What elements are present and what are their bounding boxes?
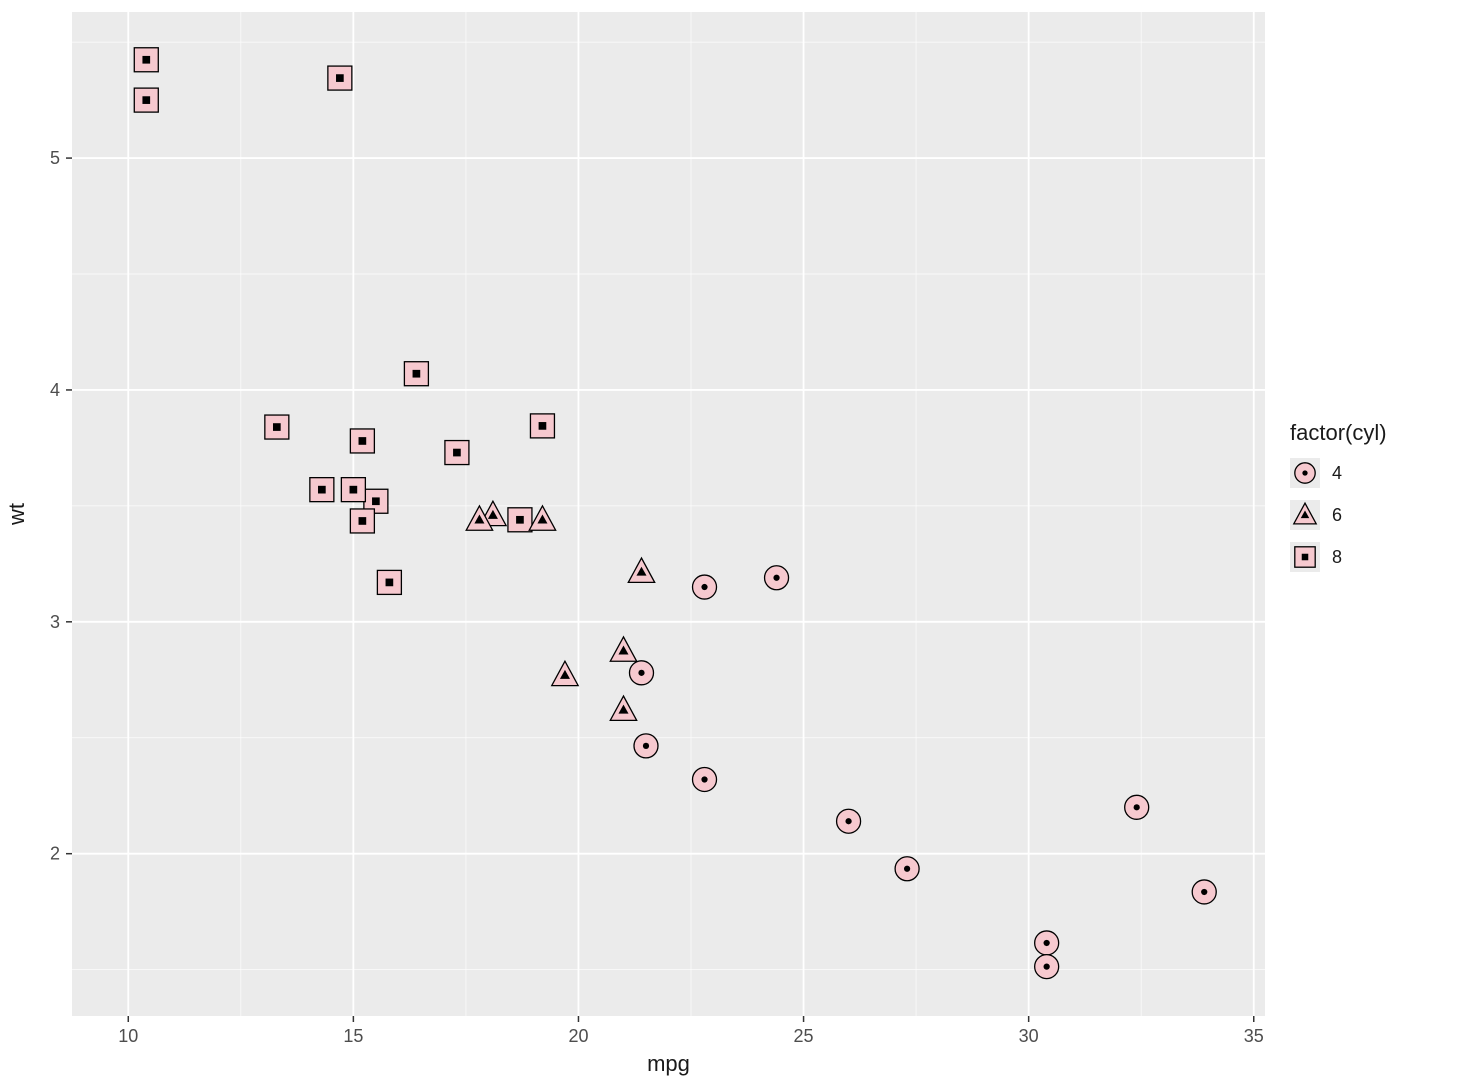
marker-circle-dot	[1201, 889, 1207, 895]
marker-square-inner	[142, 96, 150, 104]
data-point	[328, 66, 352, 90]
data-point	[1125, 795, 1149, 819]
data-point	[837, 809, 861, 833]
legend-label: 4	[1332, 463, 1342, 483]
marker-circle-dot	[845, 818, 851, 824]
data-point	[895, 857, 919, 881]
marker-square-inner	[386, 579, 394, 587]
data-point	[530, 414, 554, 438]
data-point	[445, 441, 469, 465]
legend-label: 6	[1332, 505, 1342, 525]
x-tick-label: 20	[568, 1026, 588, 1046]
marker-square-inner	[372, 497, 380, 505]
chart-container: 10 15 20 25 30 35 2 3 4 5 mpg wt factor(cyl) 4 6 8	[0, 0, 1478, 1082]
y-tick-label: 3	[50, 612, 60, 632]
marker-circle-dot	[638, 670, 644, 676]
x-tick-label: 15	[343, 1026, 363, 1046]
legend-title: factor(cyl)	[1290, 420, 1387, 445]
marker-circle-dot	[1134, 804, 1140, 810]
data-point	[134, 88, 158, 112]
marker-circle-dot	[1302, 470, 1307, 475]
data-point	[350, 509, 374, 533]
data-point	[508, 508, 532, 532]
y-tick-label: 2	[50, 844, 60, 864]
data-point	[404, 362, 428, 386]
marker-square-inner	[539, 422, 547, 430]
data-point	[1035, 931, 1059, 955]
legend-item: 4	[1290, 458, 1342, 488]
x-tick-label: 35	[1244, 1026, 1264, 1046]
data-point	[265, 415, 289, 439]
marker-square-inner	[1302, 554, 1309, 561]
y-axis-title: wt	[4, 503, 29, 526]
data-point	[341, 478, 365, 502]
x-tick-label: 30	[1019, 1026, 1039, 1046]
marker-square-inner	[336, 74, 344, 82]
data-point	[350, 429, 374, 453]
legend-item: 6	[1290, 500, 1342, 530]
legend: factor(cyl) 4 6 8	[1290, 420, 1387, 572]
data-point	[765, 566, 789, 590]
marker-circle-dot	[643, 743, 649, 749]
marker-square-inner	[413, 370, 421, 378]
data-point	[629, 661, 653, 685]
marker-square-inner	[273, 423, 281, 431]
marker-circle-dot	[773, 575, 779, 581]
marker-square-inner	[350, 486, 358, 494]
marker-square-inner	[142, 56, 150, 64]
scatter-chart: 10 15 20 25 30 35 2 3 4 5 mpg wt factor(cyl) 4 6 8	[0, 0, 1478, 1082]
marker-square-inner	[359, 437, 367, 445]
x-axis-title: mpg	[647, 1051, 690, 1076]
marker-square-inner	[318, 486, 326, 494]
data-point	[1192, 880, 1216, 904]
data-point	[134, 48, 158, 72]
legend-label: 8	[1332, 547, 1342, 567]
plot-panel	[72, 12, 1265, 1016]
marker-circle-dot	[701, 584, 707, 590]
data-point	[693, 767, 717, 791]
data-point	[1035, 955, 1059, 979]
x-tick-label: 25	[794, 1026, 814, 1046]
marker-square-inner	[516, 516, 524, 524]
marker-circle-dot	[904, 866, 910, 872]
legend-item: 8	[1290, 542, 1342, 572]
marker-circle-dot	[1044, 940, 1050, 946]
data-point	[693, 575, 717, 599]
marker-square-inner	[359, 517, 367, 525]
y-tick-label: 5	[50, 148, 60, 168]
x-tick-label: 10	[118, 1026, 138, 1046]
marker-square-inner	[453, 449, 461, 457]
y-tick-label: 4	[50, 380, 60, 400]
data-point	[634, 734, 658, 758]
data-point	[310, 478, 334, 502]
data-point	[377, 570, 401, 594]
marker-circle-dot	[701, 776, 707, 782]
marker-circle-dot	[1044, 963, 1050, 969]
